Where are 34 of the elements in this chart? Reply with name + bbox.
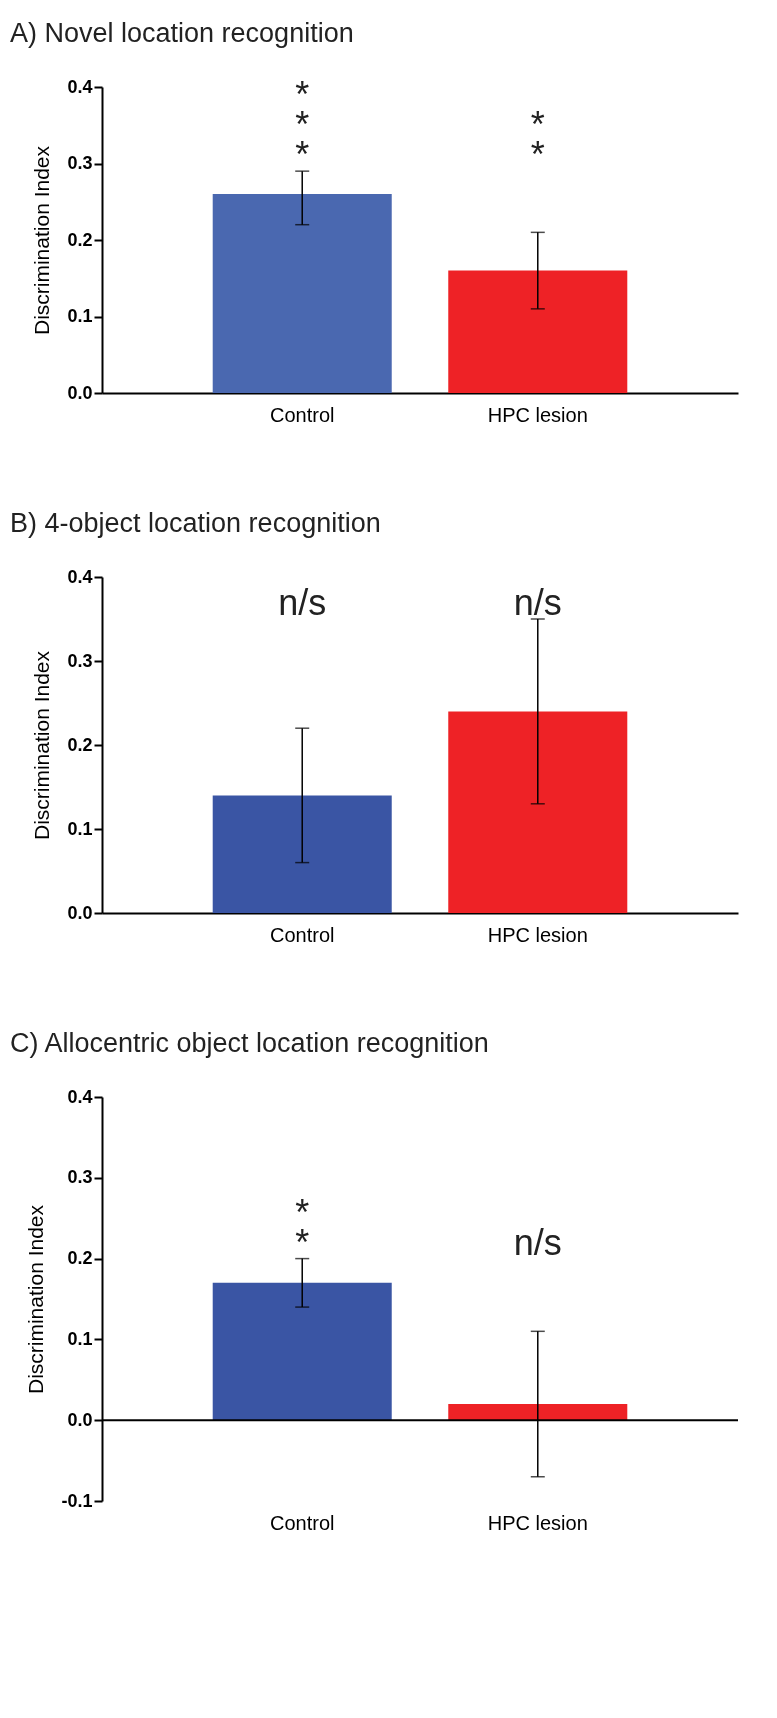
- chart-title: A) Novel location recognition: [10, 18, 354, 48]
- x-tick-label: HPC lesion: [487, 403, 588, 426]
- y-tick-label: 0.3: [67, 1167, 93, 1188]
- annotation: * *: [295, 1191, 310, 1263]
- y-axis-title: Discrimination Index: [30, 145, 54, 336]
- y-tick-label: 0.2: [67, 1248, 93, 1269]
- annotation: n/s: [278, 582, 327, 623]
- y-axis-title: Discrimination Index: [30, 650, 54, 841]
- y-tick-label: -0.1: [61, 1490, 93, 1511]
- annotation: * *: [530, 104, 545, 176]
- annotation: * * *: [295, 74, 310, 176]
- y-tick-label: 0.3: [67, 650, 93, 671]
- x-tick-label: Control: [269, 403, 335, 426]
- x-tick-label: HPC lesion: [487, 1511, 588, 1534]
- y-tick-label: 0.4: [67, 1086, 93, 1107]
- chart-title: B) 4-object location recognition: [10, 508, 381, 538]
- y-tick-label: 0.1: [67, 306, 93, 326]
- x-tick-label: HPC lesion: [487, 923, 588, 946]
- y-tick-label: 0.3: [67, 153, 93, 173]
- x-tick-label: Control: [269, 923, 335, 946]
- y-tick-label: 0.0: [67, 382, 93, 403]
- y-tick-label: 0.0: [67, 1409, 93, 1430]
- y-tick-label: 0.4: [67, 76, 93, 97]
- y-tick-label: 0.0: [67, 902, 93, 923]
- y-tick-label: 0.1: [67, 818, 93, 839]
- x-tick-label: Control: [269, 1511, 335, 1534]
- y-tick-label: 0.2: [67, 734, 93, 755]
- y-axis-title: Discrimination Index: [24, 1204, 48, 1395]
- y-tick-label: 0.2: [67, 229, 93, 250]
- annotation: n/s: [513, 1221, 562, 1263]
- y-tick-label: 0.4: [67, 566, 93, 587]
- y-tick-label: 0.1: [67, 1328, 93, 1349]
- chart-title: C) Allocentric object location recognition: [10, 1028, 489, 1058]
- annotation: n/s: [513, 582, 562, 623]
